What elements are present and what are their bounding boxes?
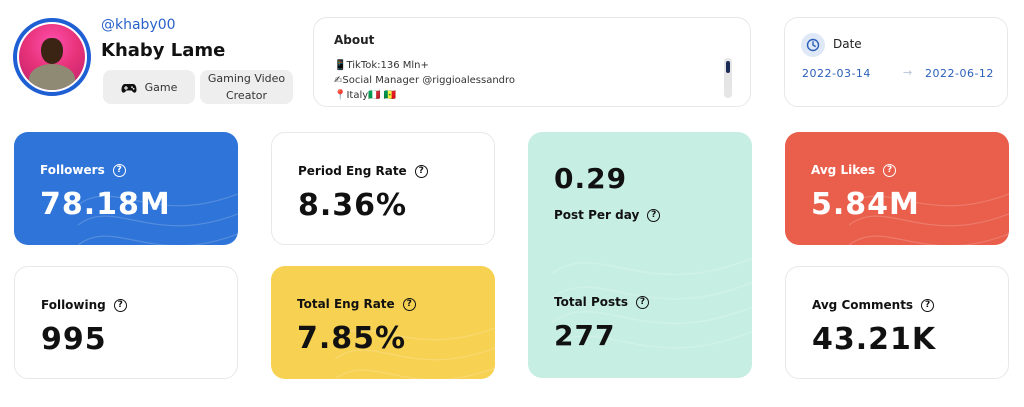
help-icon[interactable]: ?: [402, 297, 416, 311]
pin-icon: 📍: [334, 90, 347, 101]
help-icon[interactable]: ?: [921, 298, 935, 312]
phone-icon: 📱: [334, 60, 347, 71]
period-eng-rate-value: 8.36%: [298, 188, 408, 223]
total-eng-rate-card: Total Eng Rate ? 7.85%: [271, 266, 495, 379]
total-posts-label: Total Posts ?: [554, 295, 650, 309]
wave-decoration: [849, 193, 1009, 245]
tag-game[interactable]: Game: [103, 70, 195, 104]
about-line: 📍Italy🇮🇹 🇸🇳: [334, 90, 397, 101]
date-start[interactable]: 2022-03-14: [802, 67, 871, 80]
profile-name: Khaby Lame: [101, 40, 226, 61]
post-per-day-value: 0.29: [554, 162, 628, 195]
avatar[interactable]: [13, 18, 91, 96]
gamepad-icon: [121, 82, 137, 93]
pen-icon: ✍: [334, 75, 343, 86]
avg-comments-card: Avg Comments ? 43.21K: [785, 266, 1009, 379]
scrollbar-thumb[interactable]: [726, 61, 730, 73]
wave-decoration: [335, 327, 495, 379]
help-icon[interactable]: ?: [636, 295, 650, 309]
total-posts-value: 277: [554, 319, 616, 352]
post-per-day-label: Post Per day ?: [554, 208, 661, 222]
followers-label: Followers ?: [40, 163, 126, 177]
avg-likes-value: 5.84M: [811, 187, 920, 222]
wave-decoration: [552, 257, 752, 349]
avg-comments-label: Avg Comments ?: [812, 298, 935, 312]
avg-comments-value: 43.21K: [812, 322, 937, 357]
avg-likes-card: Avg Likes ? 5.84M: [785, 132, 1009, 245]
total-eng-rate-label: Total Eng Rate ?: [297, 297, 416, 311]
wave-decoration: [78, 193, 238, 245]
help-icon[interactable]: ?: [883, 163, 897, 177]
tag-gaming-label: Gaming Video Creator: [207, 72, 286, 102]
tag-game-label: Game: [144, 80, 178, 94]
date-card: Date 2022-03-14 → 2022-06-12: [784, 17, 1008, 107]
about-line: 📱TikTok:136 Mln+: [334, 60, 429, 71]
followers-card: Followers ? 78.18M: [14, 132, 238, 245]
help-icon[interactable]: ?: [414, 164, 428, 178]
about-card: About 📱TikTok:136 Mln+ ✍Social Manager @…: [313, 17, 751, 107]
date-end[interactable]: 2022-06-12: [925, 67, 994, 80]
profile-handle[interactable]: @khaby00: [101, 17, 176, 33]
following-card: Following ? 995: [14, 266, 238, 379]
following-label: Following ?: [41, 298, 127, 312]
avatar-image: [19, 24, 85, 90]
posts-card: 0.29 Post Per day ? Total Posts ? 277: [528, 132, 752, 378]
avg-likes-label: Avg Likes ?: [811, 163, 897, 177]
about-line: ✍Social Manager @riggioalessandro: [334, 75, 516, 86]
help-icon[interactable]: ?: [647, 208, 661, 222]
following-value: 995: [41, 322, 107, 357]
period-eng-rate-card: Period Eng Rate ? 8.36%: [271, 132, 495, 245]
about-text: 📱TikTok:136 Mln+ ✍Social Manager @riggio…: [334, 58, 515, 103]
arrow-right-icon: →: [903, 66, 913, 79]
about-title: About: [334, 33, 375, 47]
total-eng-rate-value: 7.85%: [297, 321, 407, 356]
date-label: Date: [833, 37, 862, 51]
help-icon[interactable]: ?: [112, 163, 126, 177]
period-eng-rate-label: Period Eng Rate ?: [298, 164, 428, 178]
followers-value: 78.18M: [40, 187, 171, 222]
help-icon[interactable]: ?: [113, 298, 127, 312]
clock-icon: [801, 33, 825, 57]
tag-gaming-video-creator[interactable]: Gaming Video Creator: [200, 70, 293, 104]
about-scrollbar[interactable]: [724, 58, 732, 98]
